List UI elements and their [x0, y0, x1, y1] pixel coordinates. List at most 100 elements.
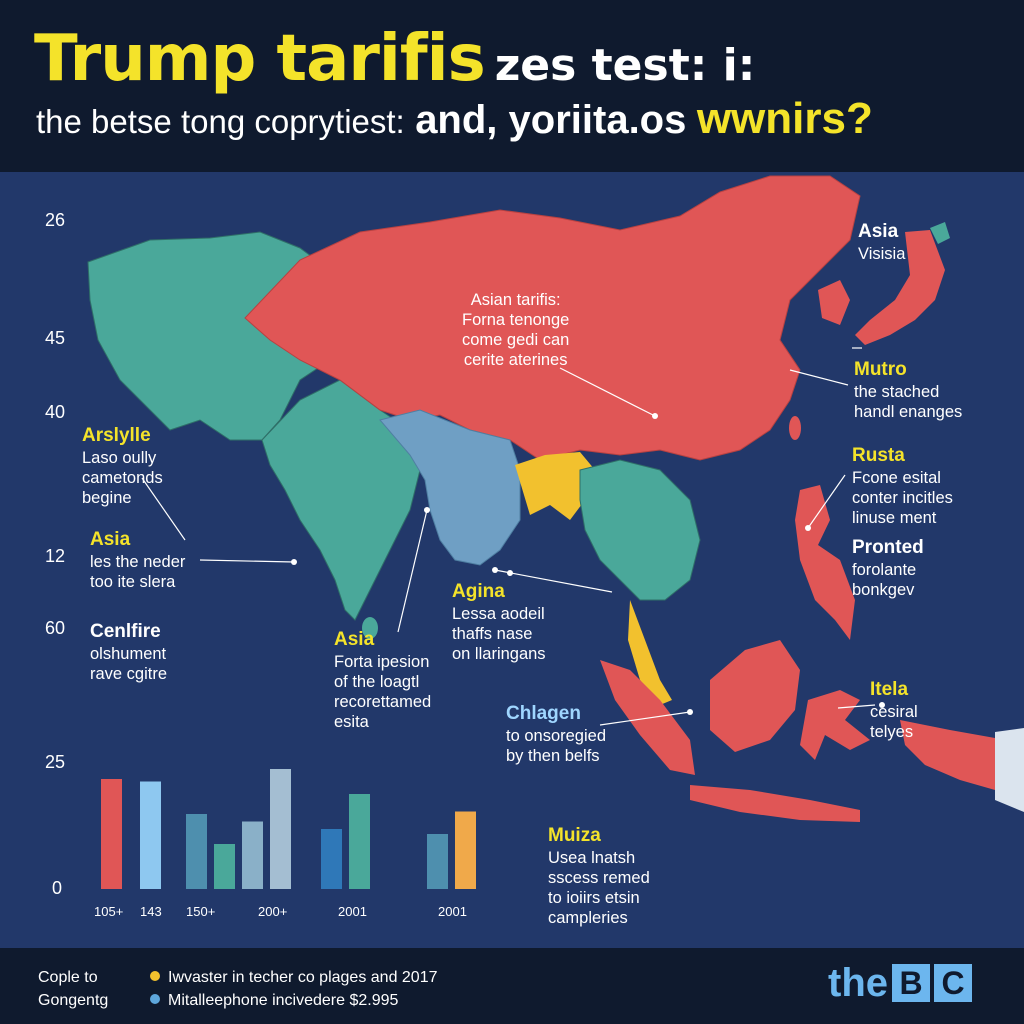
leader-dot: [687, 709, 693, 715]
callout-asia-south: Asia Forta ipesion of the loagtl recoret…: [334, 628, 431, 732]
callout-line: thaffs nase: [452, 625, 533, 643]
callout-asia-west: Asia les the neder too ite slera: [90, 528, 185, 592]
callout-muiza: Muiza Usea lnatsh sscess remed to ioiirs…: [548, 824, 650, 928]
leader-dot: [291, 559, 297, 565]
region-new-guinea: [900, 720, 995, 790]
legend-label: Mitalleephone incivedere $2.995: [168, 992, 399, 1009]
callout-line: on llaringans: [452, 645, 546, 663]
leader-dot: [652, 413, 658, 419]
callout-head: Asia: [858, 221, 899, 242]
bar-x-label: 2001: [338, 904, 367, 919]
callout-line: sscess remed: [548, 869, 650, 887]
bar: [140, 781, 161, 889]
footer-source: Cople to Gongentg: [38, 966, 108, 1012]
header: Trump tarifis zes test: i: the betse tong…: [0, 0, 1024, 172]
callout-line: Asian tarifis:: [470, 291, 561, 309]
region-highlight-yellow: [515, 452, 595, 520]
region-borneo: [710, 640, 800, 752]
leader-dot: [805, 525, 811, 531]
y-label: 26: [45, 210, 66, 230]
legend-item: Mitalleephone incivedere $2.995: [150, 989, 438, 1012]
bar-x-label: 105+: [94, 904, 124, 919]
y-label: 40: [45, 402, 66, 422]
callout-itela: Itela cesiral telyes: [870, 678, 918, 742]
callout-head: Asia: [90, 529, 131, 550]
region-sulawesi: [800, 690, 870, 760]
callout-head: Muiza: [548, 825, 601, 846]
region-taiwan: [789, 416, 801, 440]
footer-source-line: Gongentg: [38, 992, 109, 1009]
bar-chart: [101, 769, 476, 889]
callout-line: Lessa aodeil: [452, 605, 545, 623]
y-label: 0: [52, 878, 63, 898]
bar-x-label: 2001: [438, 904, 467, 919]
leader-dots: [291, 413, 885, 715]
bar-x-label: 150+: [186, 904, 216, 919]
bar: [101, 779, 122, 889]
callout-line: rave cgitre: [90, 665, 168, 683]
bar: [455, 811, 476, 889]
legend: Iwvaster in techer co plages and 2017 Mi…: [150, 966, 438, 1012]
callout-head: Agina: [452, 581, 505, 602]
callout-line: Visisia: [858, 245, 906, 263]
callout-line: Forta ipesion: [334, 653, 430, 671]
page-subtitle: the betse tong coprytiest: and, yoriita.…: [36, 94, 873, 144]
callout-line: recorettamed: [334, 693, 432, 711]
callout-chlagen: Chlagen to onsoregied by then belfs: [506, 702, 606, 766]
region-indochina: [579, 459, 701, 601]
legend-dot-yellow: [150, 971, 160, 981]
callout-line: forolante: [852, 561, 917, 579]
region-bangladesh-myanmar: [379, 409, 521, 566]
callout-head: Rusta: [852, 445, 905, 466]
callout-asian-tariffs: Asian tarifis: Forna tenonge come gedi c…: [462, 290, 569, 370]
callout-head: Arslylle: [82, 425, 151, 446]
callout-line: linuse ment: [852, 509, 937, 527]
callout-line: bonkgev: [852, 581, 915, 599]
brand-box-c: C: [934, 964, 972, 1002]
bar: [321, 829, 342, 889]
region-java: [690, 785, 860, 822]
region-philippines: [795, 485, 855, 640]
callout-line: cametonds: [82, 469, 163, 487]
callout-line: esita: [334, 713, 369, 731]
brand-box-b: B: [892, 964, 930, 1002]
callout-head: Mutro: [854, 359, 907, 380]
leader-line: [199, 559, 295, 563]
asia-map: [87, 175, 1024, 889]
callout-line: conter incitles: [852, 489, 953, 507]
callout-line: Fcone esital: [852, 469, 941, 487]
legend-dot-blue: [150, 994, 160, 1004]
callout-head: Cenlfire: [90, 621, 161, 642]
callout-cenlfire: Cenlfire olshument rave cgitre: [90, 620, 167, 684]
leader-dot: [507, 570, 513, 576]
region-hokkaido: [930, 222, 950, 244]
bar: [242, 821, 263, 889]
leader-line: [599, 711, 691, 726]
callout-line: come gedi can: [462, 331, 570, 349]
y-label: 60: [45, 618, 66, 638]
leader-dot: [879, 702, 885, 708]
callout-line: the stached: [854, 383, 940, 401]
subtitle-part3: wwnirs?: [696, 94, 873, 143]
bar: [186, 814, 207, 889]
bar: [214, 844, 235, 889]
bar: [349, 794, 370, 889]
callout-arslylle: Arslylle Laso oully cametonds begine: [82, 424, 163, 508]
callout-line: Forna tenonge: [462, 311, 570, 329]
leader-line: [807, 474, 846, 529]
callout-asia-northeast: Asia Visisia: [858, 220, 905, 264]
region-sumatra: [600, 660, 695, 775]
y-label: 12: [45, 546, 66, 566]
footer-source-line: Cople to: [38, 969, 98, 986]
callout-line: olshument: [90, 645, 167, 663]
callout-line: Laso oully: [82, 449, 157, 467]
callout-line: too ite slera: [90, 573, 176, 591]
leader-dot: [424, 507, 430, 513]
legend-item: Iwvaster in techer co plages and 2017: [150, 966, 438, 989]
legend-label: Iwvaster in techer co plages and 2017: [168, 969, 438, 986]
leader-dot: [492, 567, 498, 573]
callout-rusta: Rusta Fcone esital conter incitles linus…: [852, 444, 953, 528]
map-area: 26 45 40 12 60 25 0 Asia Visisia Asian t…: [0, 172, 1024, 948]
callout-pronted: Pronted forolante bonkgev: [852, 536, 924, 600]
callout-line: of the loagtl: [334, 673, 420, 691]
